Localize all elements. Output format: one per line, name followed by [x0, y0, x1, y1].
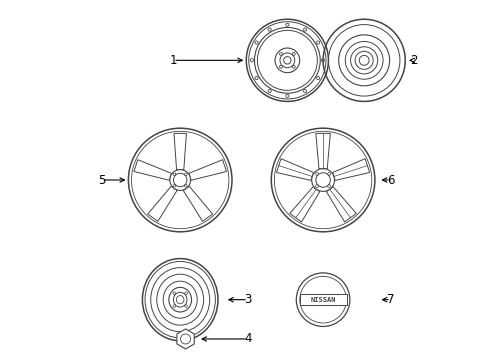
Polygon shape [289, 187, 319, 222]
Text: 7: 7 [386, 293, 394, 306]
Polygon shape [332, 159, 369, 180]
Polygon shape [174, 134, 186, 170]
Text: 1: 1 [169, 54, 177, 67]
Polygon shape [326, 187, 356, 222]
Polygon shape [276, 159, 313, 180]
Polygon shape [188, 160, 226, 180]
Text: 4: 4 [244, 333, 251, 346]
Ellipse shape [311, 168, 334, 192]
Bar [299, 294, 346, 305]
Polygon shape [177, 329, 194, 349]
Text: 5: 5 [98, 174, 105, 186]
Polygon shape [134, 160, 171, 180]
Text: NISSAN: NISSAN [310, 297, 335, 303]
Polygon shape [183, 186, 212, 221]
Polygon shape [147, 186, 177, 221]
Text: 2: 2 [409, 54, 417, 67]
Text: 6: 6 [386, 174, 394, 186]
Text: 3: 3 [244, 293, 251, 306]
Ellipse shape [169, 170, 190, 190]
Polygon shape [315, 134, 330, 168]
